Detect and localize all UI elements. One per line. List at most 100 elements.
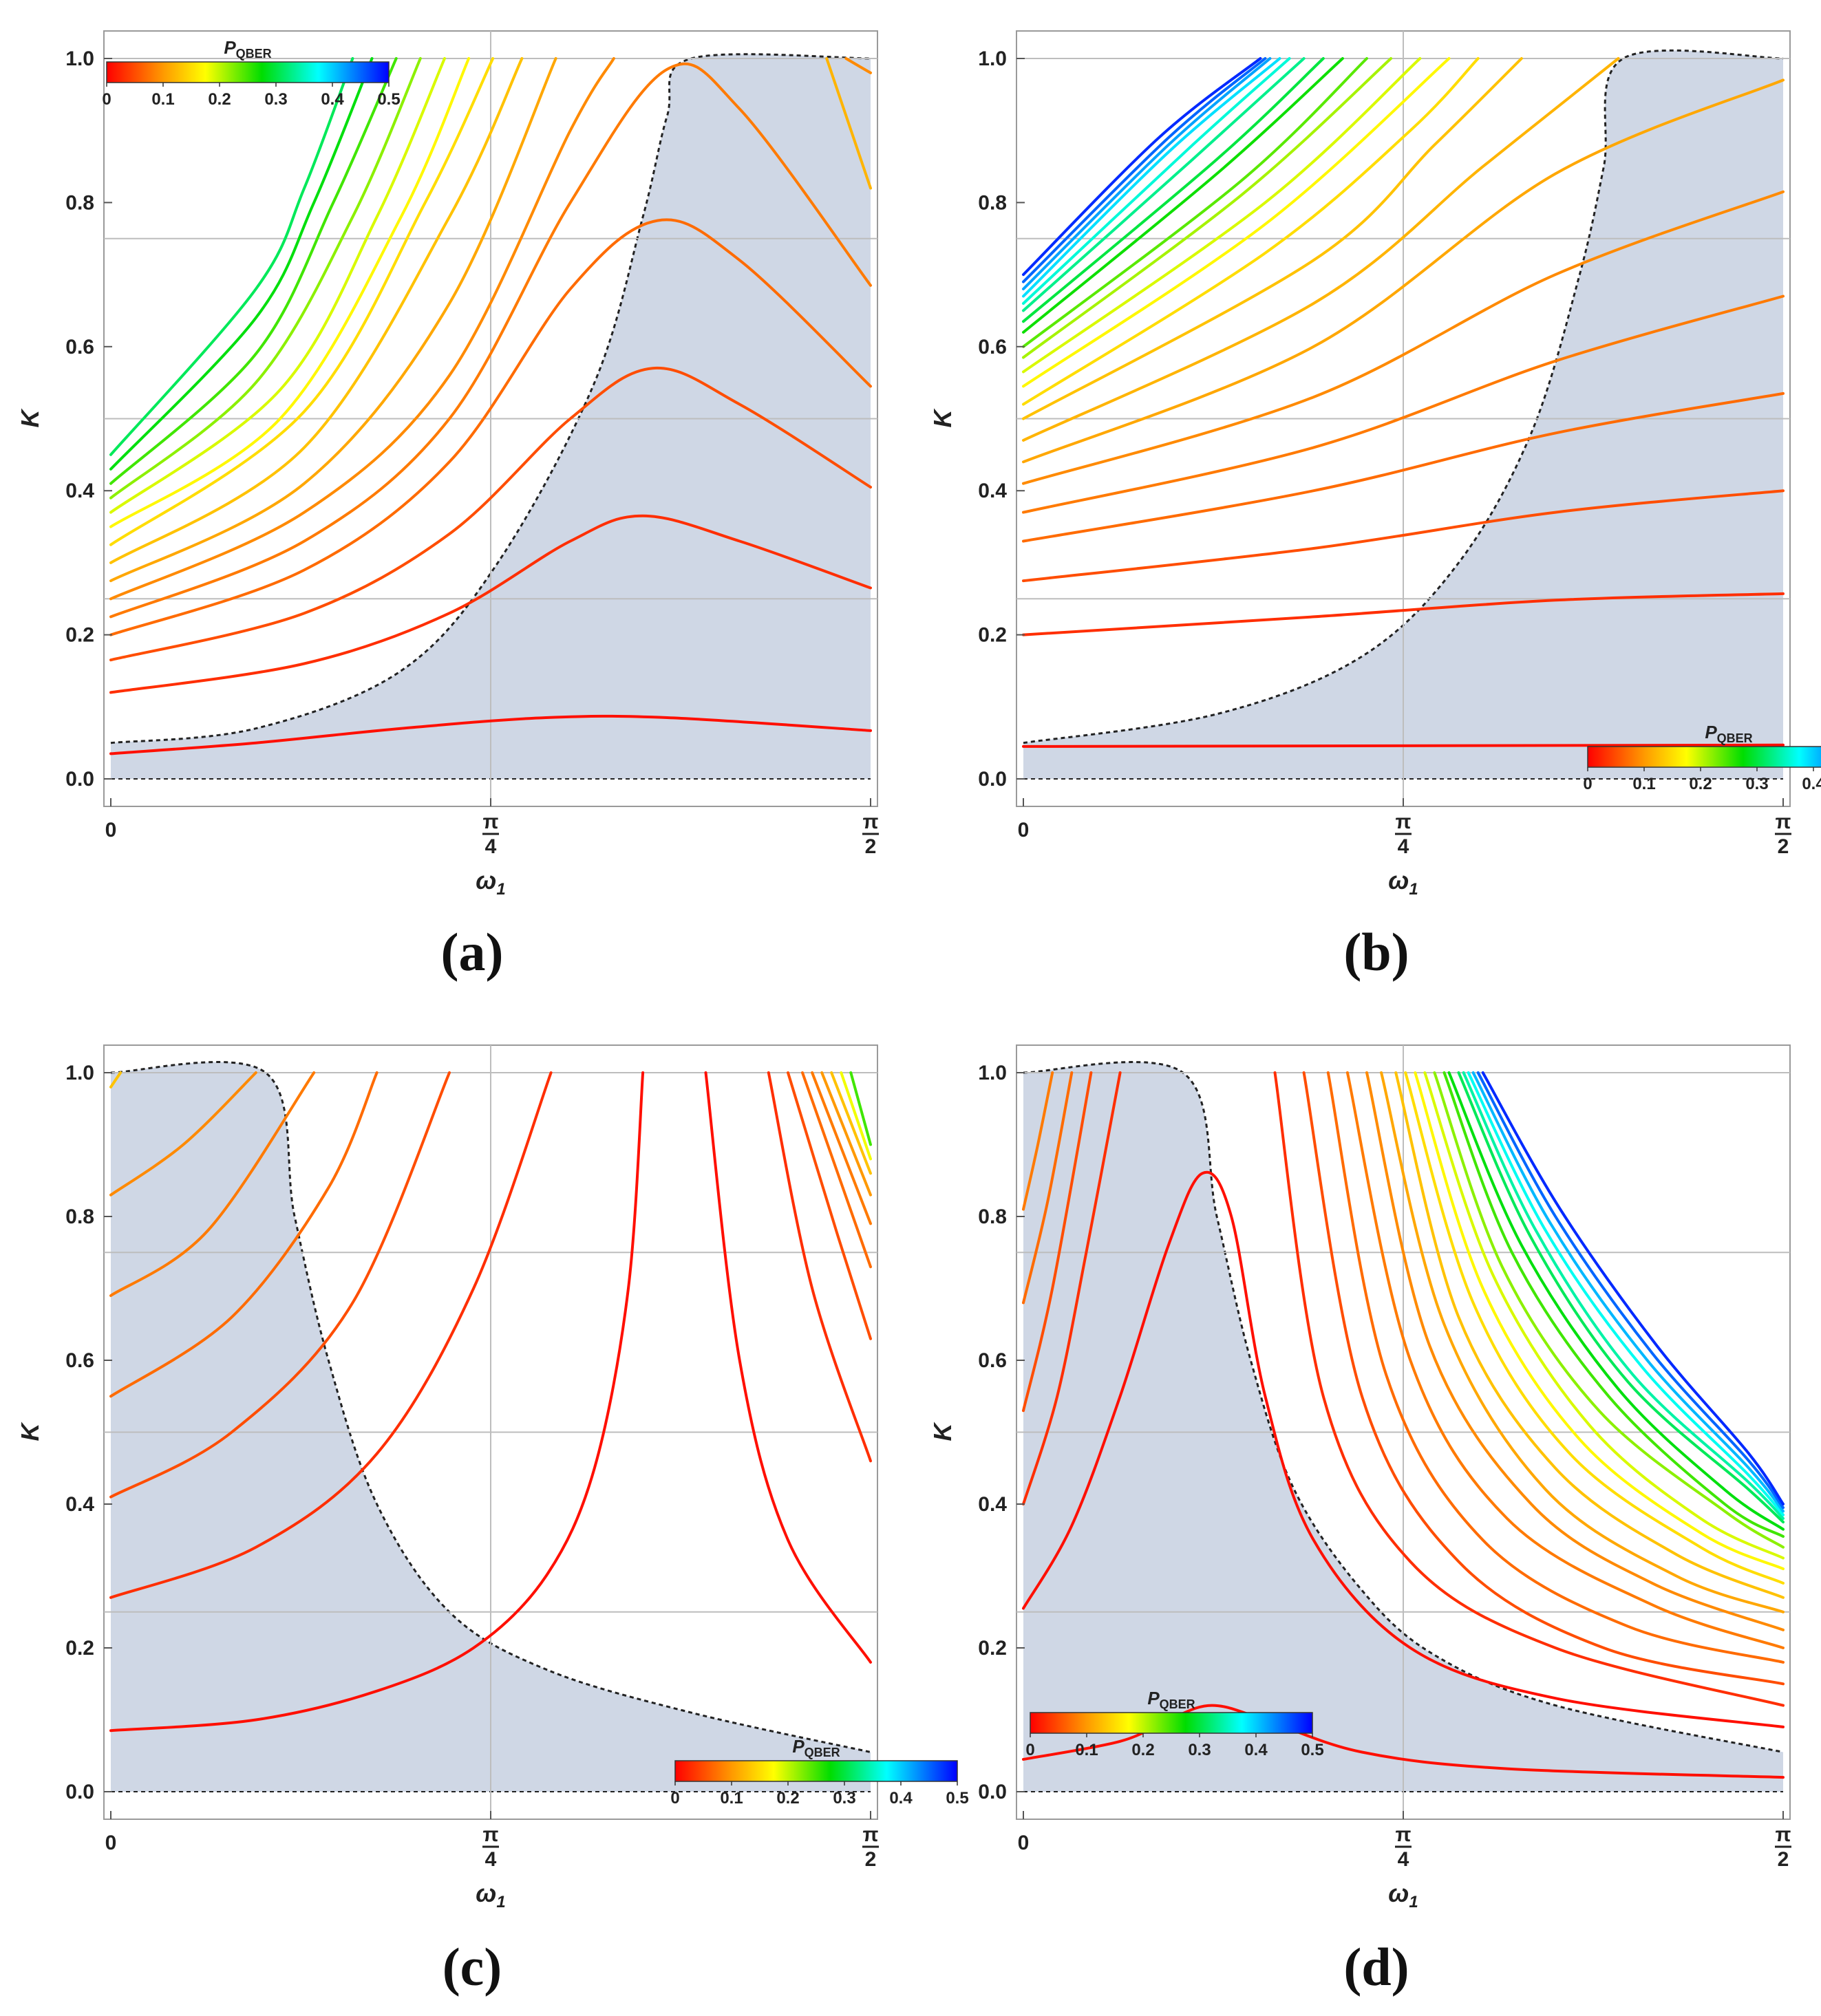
contour-line xyxy=(1022,489,1785,583)
colorbar-tick-label: 0.3 xyxy=(264,90,287,109)
contour-line xyxy=(830,1071,872,1175)
contour-line xyxy=(109,714,872,755)
colorbar-tick-label: 0.3 xyxy=(1745,775,1768,793)
colorbar-title: PQBER xyxy=(1705,722,1752,745)
colorbar-tick-label: 0.1 xyxy=(1632,775,1655,793)
y-tick-label: 0.2 xyxy=(65,1637,94,1660)
colorbar-tick-label: 0 xyxy=(670,1789,679,1808)
y-tick-label: 0.6 xyxy=(978,1349,1007,1372)
contour-line xyxy=(1447,1071,1785,1531)
contour-line xyxy=(1022,57,1368,348)
x-axis-label: ω1 xyxy=(476,866,505,899)
y-tick-label: 1.0 xyxy=(978,1062,1007,1084)
x-tick-numerator: π xyxy=(863,1823,879,1846)
contour-line xyxy=(109,57,422,500)
y-axis-label: K xyxy=(928,408,957,428)
y-tick-label: 0.2 xyxy=(978,1637,1007,1660)
contour-line xyxy=(1022,57,1272,290)
contour-line xyxy=(811,1071,872,1225)
contour-line xyxy=(1022,57,1306,312)
colorbar-tick-label: 0.5 xyxy=(1301,1741,1323,1759)
colorbar-title-subscript: QBER xyxy=(236,47,272,61)
colorbar-tick-label: 0.2 xyxy=(1689,775,1712,793)
colorbar-tick-label: 0.4 xyxy=(321,90,344,109)
contour-line xyxy=(1022,1170,1785,1728)
contour-line xyxy=(109,57,354,456)
panel-label: (c) xyxy=(443,1937,502,1997)
colorbar-tick-label: 0 xyxy=(1583,775,1592,793)
contour-line xyxy=(1022,592,1785,636)
colorbar-tick-label: 0.2 xyxy=(208,90,231,109)
y-tick-label: 0.6 xyxy=(978,336,1007,358)
contour-line xyxy=(1404,1071,1785,1585)
x-axis-label-subscript: 1 xyxy=(1409,880,1418,899)
contour-line xyxy=(1022,57,1523,420)
contour-line xyxy=(109,57,557,583)
contour-line xyxy=(109,57,615,601)
y-tick-label: 0.0 xyxy=(978,1781,1007,1803)
contour-line xyxy=(1022,1071,1122,1505)
contour-line xyxy=(1380,1071,1785,1613)
colorbar-tick-label: 0.5 xyxy=(946,1789,968,1808)
contour-line xyxy=(1476,1071,1785,1510)
colorbar-tick-label: 0.2 xyxy=(776,1789,799,1808)
contour-line xyxy=(109,1071,645,1733)
contour-line xyxy=(1022,57,1620,442)
x-tick-numerator: π xyxy=(863,811,879,833)
contour-line xyxy=(1394,1071,1785,1599)
region-boundary xyxy=(1023,49,1784,744)
shaded-region xyxy=(111,1062,871,1792)
contour-line xyxy=(1022,78,1785,464)
colorbar-tick-label: 0.4 xyxy=(1802,775,1821,793)
shaded-region xyxy=(111,54,871,779)
contour-line xyxy=(844,57,872,74)
y-axis-label: K xyxy=(928,1422,957,1441)
contour-line xyxy=(1022,57,1344,334)
x-tick-numerator: π xyxy=(483,811,499,833)
contour-line xyxy=(109,57,374,471)
contour-line xyxy=(1467,1071,1785,1516)
colorbar-tick-label: 0 xyxy=(102,90,111,109)
y-tick-label: 0.8 xyxy=(65,191,94,214)
contour-line xyxy=(109,57,495,546)
contour-line xyxy=(1022,294,1785,514)
x-axis-label: ω1 xyxy=(476,1879,505,1911)
colorbar-gradient xyxy=(1030,1712,1313,1734)
colorbar-title-subscript: QBER xyxy=(1717,731,1753,745)
panel-label: (d) xyxy=(1343,1937,1409,1997)
contour-line xyxy=(109,218,872,636)
contour-line xyxy=(1022,1071,1054,1211)
shaded-region xyxy=(1023,1062,1783,1792)
y-tick-label: 1.0 xyxy=(65,1062,94,1084)
contour-line xyxy=(1481,1071,1785,1505)
x-axis-label: ω1 xyxy=(1388,1879,1418,1911)
contour-line xyxy=(704,1071,872,1664)
contour-line xyxy=(1302,1071,1785,1686)
y-tick-label: 0.4 xyxy=(978,480,1007,502)
contour-line xyxy=(767,1071,872,1463)
y-tick-label: 0.8 xyxy=(978,1205,1007,1228)
contour-line xyxy=(825,57,872,190)
contour-line xyxy=(109,57,471,528)
y-axis-label: K xyxy=(16,408,44,428)
contour-line xyxy=(109,57,524,564)
region-boundary xyxy=(1023,1061,1784,1753)
panel-label: (a) xyxy=(441,922,504,982)
y-tick-label: 0.8 xyxy=(65,1205,94,1228)
contour-line xyxy=(840,1071,872,1161)
panel-label: (b) xyxy=(1343,922,1409,982)
colorbar-tick-label: 0.4 xyxy=(889,1789,913,1808)
y-tick-label: 0.2 xyxy=(65,624,94,647)
contour-line xyxy=(787,1071,872,1340)
y-tick-label: 0.2 xyxy=(978,624,1007,647)
y-tick-label: 0.0 xyxy=(65,768,94,791)
x-tick-denominator: 2 xyxy=(1778,835,1789,858)
contour-line xyxy=(109,1071,123,1089)
colorbar-gradient xyxy=(1587,746,1821,768)
colorbar-title-subscript: QBER xyxy=(1160,1697,1195,1711)
y-tick-label: 0.6 xyxy=(65,1349,94,1372)
contour-line xyxy=(1022,57,1262,277)
